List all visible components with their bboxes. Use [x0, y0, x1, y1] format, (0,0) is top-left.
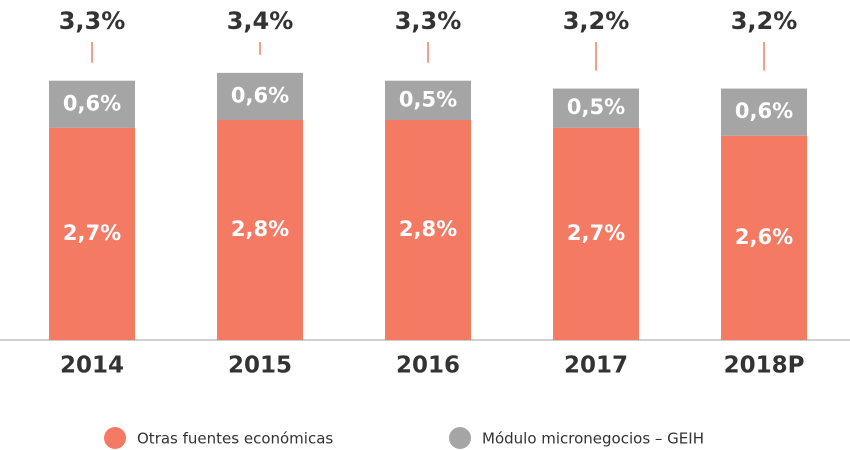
- value-label: 0,6%: [735, 99, 793, 123]
- total-label: 3,4%: [227, 7, 294, 35]
- legend-swatch: [104, 427, 126, 449]
- bar-segment: [721, 88, 807, 136]
- total-label: 3,2%: [563, 7, 630, 35]
- bar-segment: [217, 72, 303, 120]
- legend-label: Módulo micronegocios – GEIH: [482, 430, 704, 448]
- value-label: 2,7%: [63, 221, 121, 245]
- value-label: 0,6%: [63, 91, 121, 115]
- bar-segment: [217, 120, 303, 340]
- bar-segment: [49, 127, 135, 340]
- value-label: 2,8%: [399, 217, 457, 241]
- value-label: 0,6%: [231, 83, 289, 107]
- bar-segment: [721, 135, 807, 340]
- legend-label: Otras fuentes económicas: [137, 430, 333, 448]
- legend-swatch: [449, 427, 471, 449]
- bar-segment: [49, 80, 135, 128]
- x-tick-label: 2015: [228, 353, 292, 379]
- value-label: 2,6%: [735, 225, 793, 249]
- value-label: 0,5%: [567, 95, 625, 119]
- bar-segment: [553, 88, 639, 128]
- x-tick-label: 2014: [60, 353, 124, 379]
- x-tick-label: 2018P: [724, 353, 805, 379]
- value-label: 2,8%: [231, 217, 289, 241]
- total-label: 3,3%: [59, 7, 126, 35]
- total-label: 3,2%: [731, 7, 798, 35]
- bar-segment: [553, 127, 639, 340]
- bar-segment: [385, 80, 471, 120]
- x-tick-label: 2016: [396, 353, 460, 379]
- x-tick-label: 2017: [564, 353, 628, 379]
- value-label: 0,5%: [399, 87, 457, 111]
- total-label: 3,3%: [395, 7, 462, 35]
- value-label: 2,7%: [567, 221, 625, 245]
- bar-segment: [385, 120, 471, 340]
